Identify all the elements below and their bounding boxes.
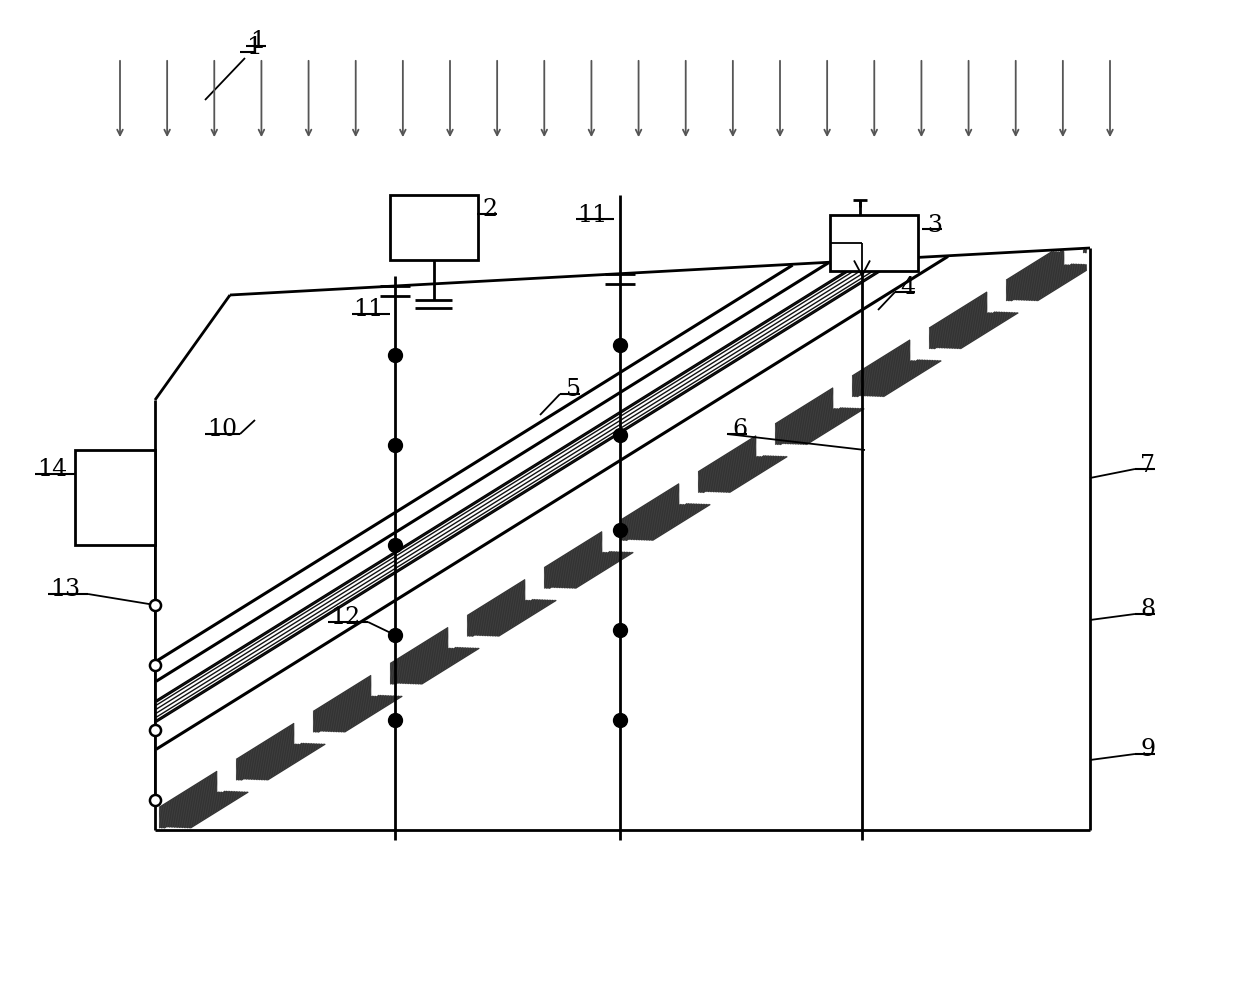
Text: 13: 13 — [50, 578, 81, 601]
Bar — [74, 450, 155, 545]
Text: 11: 11 — [577, 203, 608, 226]
Bar — [830, 215, 918, 271]
Text: 4: 4 — [900, 277, 915, 300]
Text: 12: 12 — [330, 606, 360, 630]
Text: 7: 7 — [1141, 453, 1156, 476]
Bar — [391, 195, 477, 260]
Polygon shape — [155, 248, 1090, 830]
Text: 8: 8 — [1141, 598, 1156, 622]
Text: 10: 10 — [207, 419, 237, 441]
Text: 6: 6 — [733, 419, 748, 441]
Text: 9: 9 — [1141, 738, 1156, 762]
Text: 2: 2 — [482, 198, 497, 221]
Text: 14: 14 — [37, 458, 67, 481]
Text: 1: 1 — [250, 31, 265, 54]
Text: 1: 1 — [247, 37, 263, 60]
Text: 11: 11 — [353, 299, 383, 321]
Text: 3: 3 — [928, 213, 942, 236]
Text: 5: 5 — [565, 379, 580, 402]
